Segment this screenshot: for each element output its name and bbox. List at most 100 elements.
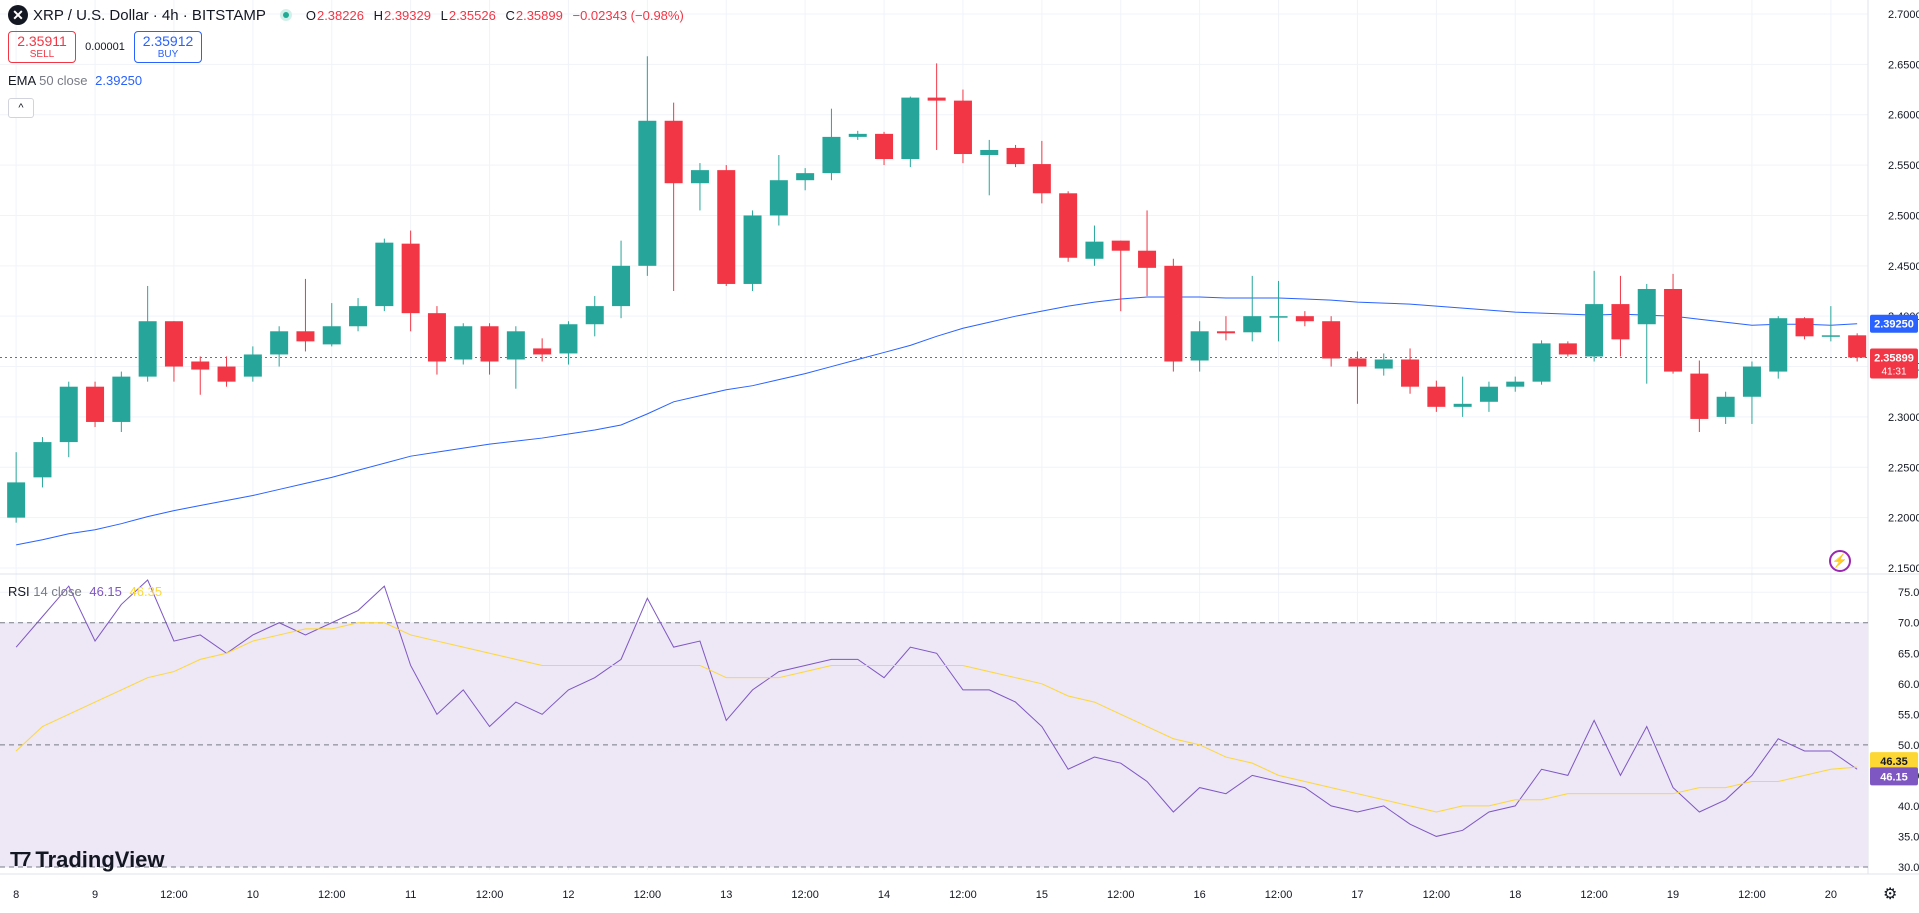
candle-body xyxy=(217,366,236,382)
lightning-icon[interactable]: ⚡ xyxy=(1829,550,1851,572)
candle xyxy=(585,296,604,337)
candle xyxy=(875,131,894,166)
candle xyxy=(559,321,578,365)
candle-body xyxy=(296,331,315,342)
candle-body xyxy=(1348,358,1367,367)
candle-body xyxy=(822,136,841,174)
candle xyxy=(454,323,473,365)
symbol-title[interactable]: XRP / U.S. Dollar · 4h · BITSTAMP xyxy=(33,6,266,24)
candle xyxy=(612,240,631,319)
ohlc-change: −0.02343 (−0.98%) xyxy=(572,7,684,23)
sell-button[interactable]: 2.35911 SELL xyxy=(8,31,76,63)
rsi-axis-label: 65.00 xyxy=(1898,648,1919,660)
candle-body xyxy=(1427,386,1446,407)
candle xyxy=(59,381,78,458)
candle xyxy=(7,452,26,523)
candle xyxy=(533,338,552,362)
rsi-axis-label: 30.00 xyxy=(1898,862,1919,874)
candle-body xyxy=(559,324,578,354)
candle-body xyxy=(480,326,499,362)
collapse-legend-button[interactable]: ^ xyxy=(8,98,34,118)
time-axis-label: 12:00 xyxy=(1580,889,1608,901)
candle xyxy=(717,165,736,286)
time-axis-label: 8 xyxy=(13,889,19,901)
time-axis-label: 12:00 xyxy=(1738,889,1766,901)
rsi-ma-legend-value: 46.35 xyxy=(129,584,163,599)
buy-label: BUY xyxy=(157,49,179,60)
candle xyxy=(138,285,157,382)
buy-button[interactable]: 2.35912 BUY xyxy=(134,31,202,63)
ohlc-close-key: C xyxy=(505,7,515,23)
candle xyxy=(1479,381,1498,412)
candle-body xyxy=(1769,318,1788,372)
candle xyxy=(690,163,709,211)
candle xyxy=(86,381,105,427)
candle xyxy=(1138,210,1157,297)
candle xyxy=(427,306,446,375)
candle xyxy=(1769,316,1788,379)
candle xyxy=(1611,275,1630,357)
gear-icon[interactable]: ⚙ xyxy=(1883,886,1898,903)
candle-body xyxy=(1006,147,1025,165)
price-axis-label: 2.20000 xyxy=(1888,513,1919,525)
rsi-ma-badge-text: 46.35 xyxy=(1880,756,1908,768)
ohlc-open-key: O xyxy=(305,7,316,23)
candle-body xyxy=(1506,381,1525,387)
candle xyxy=(1348,351,1367,404)
candle xyxy=(1637,283,1656,384)
ema-legend[interactable]: EMA 50 close 2.39250 xyxy=(8,73,142,88)
time-axis-label: 12:00 xyxy=(634,889,662,901)
candle xyxy=(1111,240,1130,312)
candle-body xyxy=(1243,316,1262,333)
candle-body xyxy=(1611,304,1630,340)
time-axis-label: 12:00 xyxy=(318,889,346,901)
price-axis-label: 2.15000 xyxy=(1888,563,1919,575)
candle-body xyxy=(717,170,736,284)
candle xyxy=(1716,391,1735,424)
candle xyxy=(1269,280,1288,342)
candle-body xyxy=(612,265,631,307)
ohlc-low-key: L xyxy=(440,7,448,23)
rsi-legend[interactable]: RSI 14 close 46.15 46.35 xyxy=(8,584,162,599)
market-status-icon[interactable] xyxy=(279,9,292,21)
candle-body xyxy=(769,180,788,216)
candle xyxy=(1506,376,1525,392)
candle-body xyxy=(875,133,894,160)
candle-body xyxy=(901,97,920,160)
price-axis-label: 2.65000 xyxy=(1888,59,1919,71)
candle-body xyxy=(322,326,341,345)
candle xyxy=(901,96,920,168)
ema-legend-params: 50 close xyxy=(39,73,88,88)
candle-body xyxy=(270,331,289,355)
time-axis-label: 12:00 xyxy=(160,889,188,901)
candle-body xyxy=(1848,335,1867,358)
candle xyxy=(1690,360,1709,433)
candle xyxy=(1374,353,1393,376)
rsi-badge-bg xyxy=(1870,767,1918,786)
rsi-axis-label: 60.00 xyxy=(1898,679,1919,691)
candle xyxy=(1532,340,1551,385)
candle-body xyxy=(664,120,683,184)
candle-body xyxy=(1558,343,1577,355)
candle-body xyxy=(1059,193,1078,258)
candle-body xyxy=(59,386,78,443)
candle xyxy=(375,238,394,312)
candle xyxy=(769,155,788,226)
time-axis-label: 20 xyxy=(1825,889,1837,901)
candle-body xyxy=(690,170,709,184)
logo-text: TradingView xyxy=(35,847,165,872)
last-price-text: 2.35899 xyxy=(1874,352,1914,364)
candle-body xyxy=(1585,304,1604,357)
time-axis-label: 13 xyxy=(720,889,732,901)
candle-body xyxy=(349,306,368,327)
tradingview-logo[interactable]: T7 TradingView xyxy=(10,847,165,873)
candle xyxy=(927,63,946,150)
candle-body xyxy=(375,242,394,307)
rsi-line xyxy=(15,579,1858,837)
candle-body xyxy=(112,376,131,422)
time-axis-label: 12:00 xyxy=(1107,889,1135,901)
candle-body xyxy=(1795,318,1814,337)
candle-body xyxy=(927,97,946,101)
candle-body xyxy=(191,361,210,370)
